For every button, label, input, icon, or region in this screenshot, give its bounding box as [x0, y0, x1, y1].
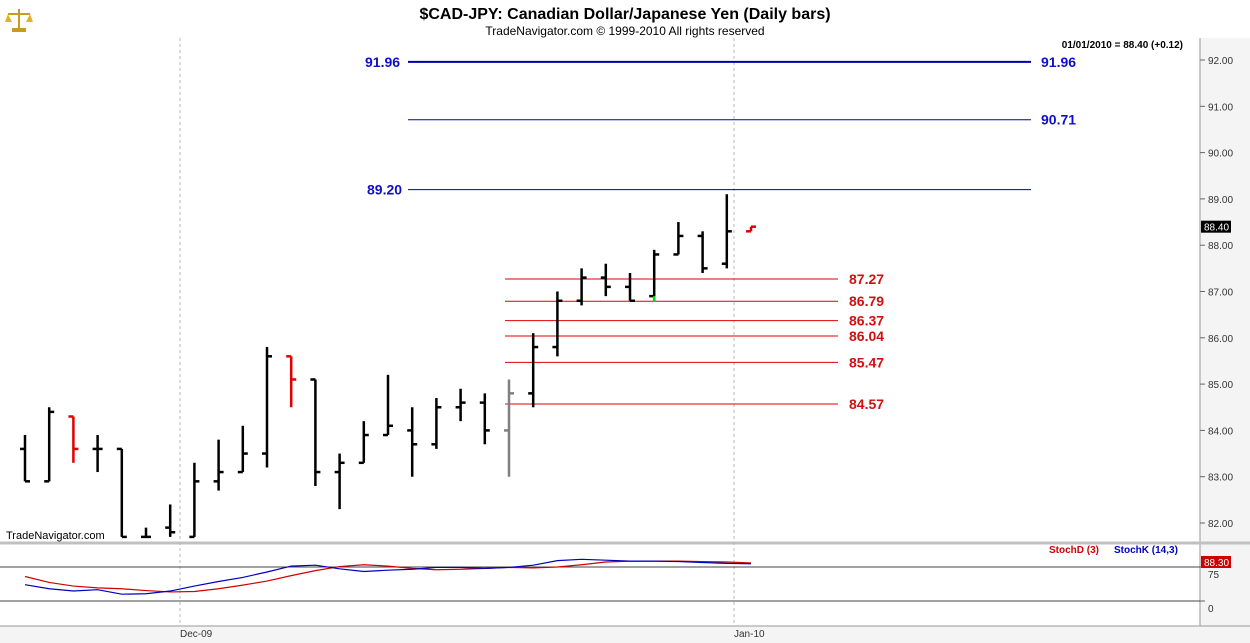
support-label: 84.57 — [849, 396, 884, 412]
ohlc-bar — [92, 435, 103, 473]
x-tick-label: Dec-09 — [180, 629, 213, 640]
x-axis: Dec-09 Jan-10 — [180, 629, 765, 640]
ohlc-bar — [141, 527, 151, 539]
logo-icon — [4, 6, 34, 34]
price-axis: 92.00 91.00 90.00 89.00 88.00 87.00 86.00 85.00… — [1200, 56, 1233, 530]
ohlc-bar — [68, 415, 79, 463]
price-bars — [20, 194, 756, 539]
ohlc-bar — [600, 263, 611, 297]
ohlc-bar — [649, 249, 660, 302]
ohlc-bar — [746, 225, 756, 233]
ohlc-bar — [625, 272, 635, 303]
price-tick-label: 90.00 — [1208, 149, 1233, 160]
ohlc-bar — [310, 378, 321, 486]
watermark: TradeNavigator.com — [6, 530, 105, 542]
ohlc-bar — [504, 379, 514, 477]
ohlc-bar — [721, 194, 732, 269]
resistance-label-right: 91.96 — [1041, 54, 1076, 70]
ohlc-bar — [189, 462, 200, 539]
copyright-text: TradeNavigator.com © 1999-2010 All right… — [485, 24, 764, 38]
ohlc-bar — [262, 347, 272, 468]
bottom-axis-panel — [0, 626, 1250, 643]
resistance-label: 89.20 — [367, 182, 402, 198]
stoch-last-box — [1201, 556, 1231, 568]
ohlc-bar — [407, 407, 418, 477]
ohlc-bar — [479, 393, 490, 445]
price-pane — [0, 38, 1200, 542]
x-tick-label: Jan-10 — [734, 629, 765, 640]
ohlc-bar — [213, 439, 224, 491]
support-label: 86.37 — [849, 313, 884, 329]
stochastic-indicator: 75 0 88.30 — [0, 556, 1231, 615]
ohlc-bar — [116, 447, 127, 539]
ohlc-bar — [383, 374, 393, 437]
right-axis-panel — [1200, 38, 1250, 626]
price-tick-label: 91.00 — [1208, 102, 1233, 113]
ohlc-bar — [358, 421, 369, 465]
support-label: 86.04 — [849, 328, 884, 344]
ohlc-bar — [697, 231, 708, 273]
resistance-label-left: 91.96 — [365, 54, 400, 70]
chart-title: $CAD-JPY: Canadian Dollar/Japanese Yen (… — [419, 6, 830, 23]
stoch-k-legend: StochK (14,3) — [1114, 545, 1178, 556]
stoch-tick-label: 0 — [1208, 604, 1214, 615]
last-price-label: 88.40 — [1204, 223, 1229, 234]
stoch-k-line — [24, 558, 752, 595]
ohlc-bar — [431, 397, 442, 449]
price-tick-label: 84.00 — [1208, 426, 1233, 437]
ohlc-bar — [552, 291, 563, 357]
ohlc-bar — [237, 425, 248, 474]
levels-layer: 91.96 91.96 90.71 89.20 87.27 86.79 86.3786.04… — [365, 54, 1076, 412]
ohlc-bar — [528, 333, 539, 408]
price-tick-label: 92.00 — [1208, 56, 1233, 67]
ohlc-bar — [673, 222, 684, 256]
price-tick-label: 86.00 — [1208, 334, 1233, 345]
ohlc-bar — [334, 453, 345, 510]
price-tick-label: 85.00 — [1208, 380, 1233, 391]
ohlc-bar — [20, 435, 30, 483]
price-tick-label: 89.00 — [1208, 195, 1233, 206]
price-tick-label: 82.00 — [1208, 519, 1233, 530]
support-label: 86.79 — [849, 293, 884, 309]
price-tick-label: 87.00 — [1208, 288, 1233, 299]
ohlc-bar — [44, 407, 55, 483]
ohlc-bar — [455, 388, 466, 422]
ohlc-bar — [286, 355, 297, 408]
resistance-label: 90.71 — [1041, 112, 1076, 128]
stoch-d-legend: StochD (3) — [1049, 545, 1099, 556]
stoch-last-label: 88.30 — [1204, 558, 1229, 569]
quote-readout: 01/01/2010 = 88.40 (+0.12) — [1062, 40, 1183, 51]
last-price-box — [1201, 220, 1231, 233]
support-label: 85.47 — [849, 354, 884, 370]
stoch-tick-label: 75 — [1208, 570, 1220, 581]
support-label: 87.27 — [849, 271, 884, 287]
ohlc-bar — [576, 268, 587, 306]
ohlc-bar — [165, 504, 176, 537]
price-tick-label: 83.00 — [1208, 473, 1233, 484]
price-tick-label: 88.00 — [1208, 241, 1233, 252]
